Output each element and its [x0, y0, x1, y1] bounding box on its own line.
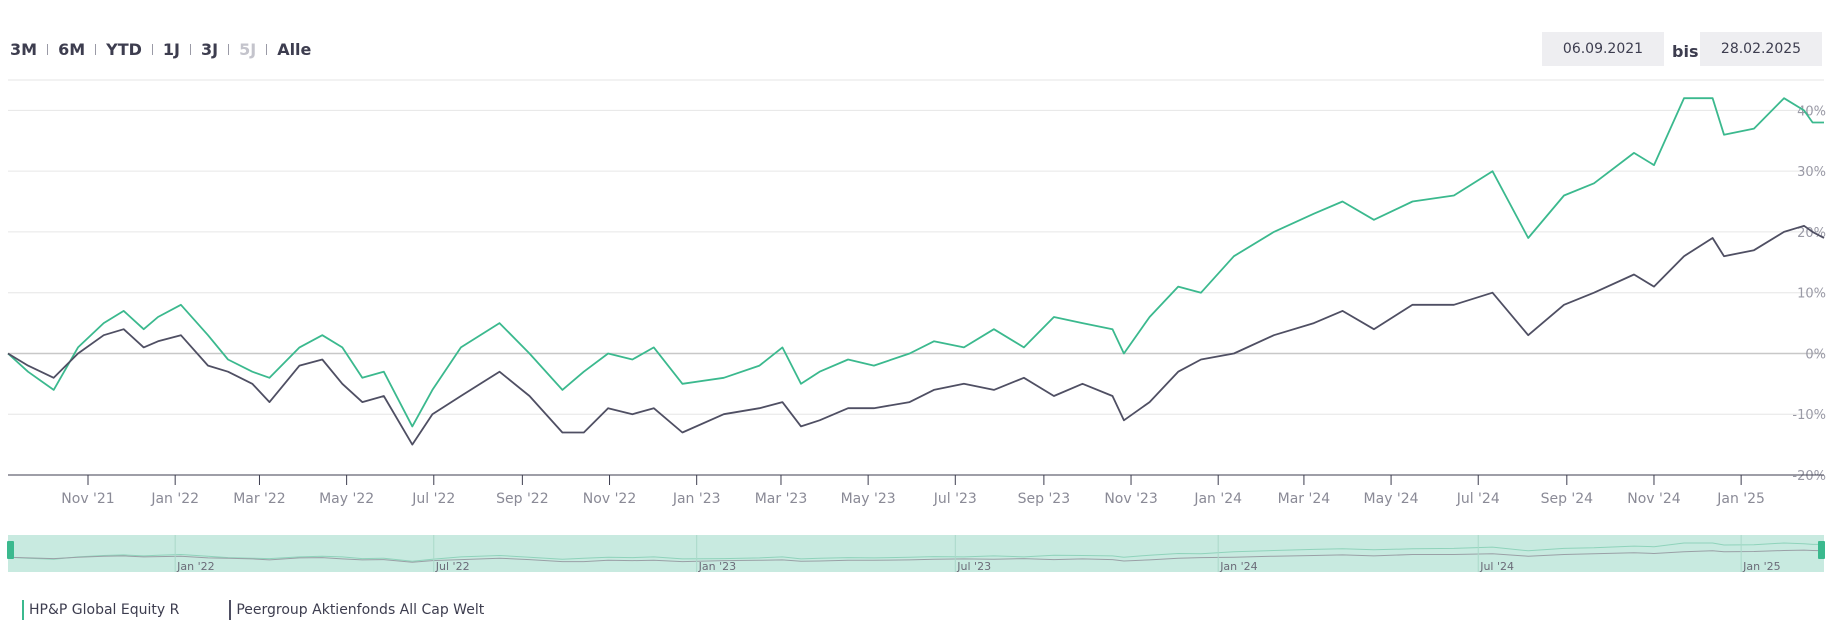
x-tick-label: Jul '24	[1456, 491, 1500, 507]
x-tick-label: Jul '22	[411, 491, 455, 507]
x-tick-label: Sep '23	[1018, 491, 1071, 507]
y-tick-label: 30%	[1797, 165, 1826, 180]
navigator-tick-label: Jul '24	[1479, 560, 1514, 573]
x-tick-label: Jan '25	[1716, 491, 1765, 507]
range-separator	[190, 43, 191, 55]
series-line-peergroup	[7, 224, 1825, 446]
x-axis: Nov '21 Jan '22 Mar '22 May '22 Jul '22 Sep '…	[61, 475, 1765, 507]
range-button-5j: 5J	[239, 39, 257, 59]
navigator-tick-label: Jan '24	[1219, 560, 1257, 573]
navigator-tick-label: Jan '25	[1742, 560, 1780, 573]
range-button-ytd[interactable]: YTD	[106, 39, 142, 59]
navigator-handle-right[interactable]	[1818, 541, 1825, 559]
range-separator	[151, 43, 153, 55]
y-axis: -20% -10% 0% 10% 20% 30% 40%	[1792, 104, 1826, 484]
range-separator	[228, 43, 230, 55]
navigator-selection	[8, 535, 1824, 572]
grid-lines	[8, 109, 1824, 415]
series-line-fund	[7, 97, 1824, 428]
x-tick-label: May '23	[841, 491, 896, 507]
x-tick-label: Nov '21	[61, 491, 114, 507]
date-range-separator: bis	[1672, 42, 1699, 61]
x-tick-label: Sep '24	[1541, 491, 1594, 507]
legend-marker	[22, 600, 24, 620]
plot-area	[7, 97, 1825, 446]
navigator-line-fund	[7, 542, 1824, 562]
x-tick-label: Nov '23	[1104, 491, 1157, 507]
range-button-3m[interactable]: 3M	[10, 39, 38, 59]
date-to-input[interactable]: 28.02.2025	[1700, 32, 1822, 66]
range-button-6m[interactable]: 6M	[58, 39, 86, 59]
y-tick-label: 0%	[1805, 347, 1826, 362]
x-tick-label: Mar '24	[1278, 491, 1331, 507]
navigator-tick-label: Jul '22	[435, 560, 470, 573]
y-tick-label: -10%	[1792, 408, 1826, 423]
navigator-line-peergroup	[7, 549, 1825, 563]
navigator: Jan '22 Jul '22 Jan '23 Jul '23 Jan '24 Jul '…	[7, 535, 1825, 573]
legend-item-peergroup[interactable]: Peergroup Aktienfonds All Cap Welt	[229, 600, 484, 620]
date-from-input[interactable]: 06.09.2021	[1542, 32, 1664, 66]
range-separator	[47, 43, 49, 55]
legend: HP&P Global Equity R Peergroup Aktienfon…	[22, 600, 534, 620]
navigator-handle-left[interactable]	[7, 541, 14, 559]
x-tick-label: Jan '23	[672, 491, 721, 507]
y-tick-label: -20%	[1792, 469, 1826, 484]
navigator-tick-label: Jan '22	[176, 560, 214, 573]
range-selector: 3M 6M YTD 1J 3J 5J Alle	[0, 36, 321, 62]
x-tick-label: Mar '23	[755, 491, 808, 507]
legend-marker	[229, 600, 232, 620]
x-tick-label: Jul '23	[933, 491, 977, 507]
y-tick-label: 40%	[1797, 104, 1826, 119]
x-tick-label: Jan '22	[150, 491, 199, 507]
range-separator	[95, 43, 97, 55]
range-button-alle[interactable]: Alle	[277, 39, 312, 59]
navigator-tick-label: Jan '23	[698, 560, 736, 573]
legend-label: Peergroup Aktienfonds All Cap Welt	[236, 602, 485, 618]
y-tick-label: 20%	[1797, 226, 1826, 241]
x-tick-label: Sep '22	[496, 491, 549, 507]
navigator-tick-label: Jul '23	[956, 560, 991, 573]
x-tick-label: Nov '22	[583, 491, 636, 507]
x-tick-label: May '24	[1364, 491, 1419, 507]
range-button-3j[interactable]: 3J	[201, 39, 219, 59]
x-tick-label: Mar '22	[233, 491, 286, 507]
x-tick-label: Nov '24	[1627, 491, 1681, 507]
x-tick-label: Jan '24	[1193, 491, 1242, 507]
range-button-1j[interactable]: 1J	[162, 39, 180, 59]
y-tick-label: 10%	[1797, 287, 1826, 302]
x-tick-label: May '22	[319, 491, 374, 507]
range-separator	[266, 43, 268, 55]
legend-label: HP&P Global Equity R	[29, 602, 180, 618]
legend-item-fund[interactable]: HP&P Global Equity R	[22, 600, 179, 620]
